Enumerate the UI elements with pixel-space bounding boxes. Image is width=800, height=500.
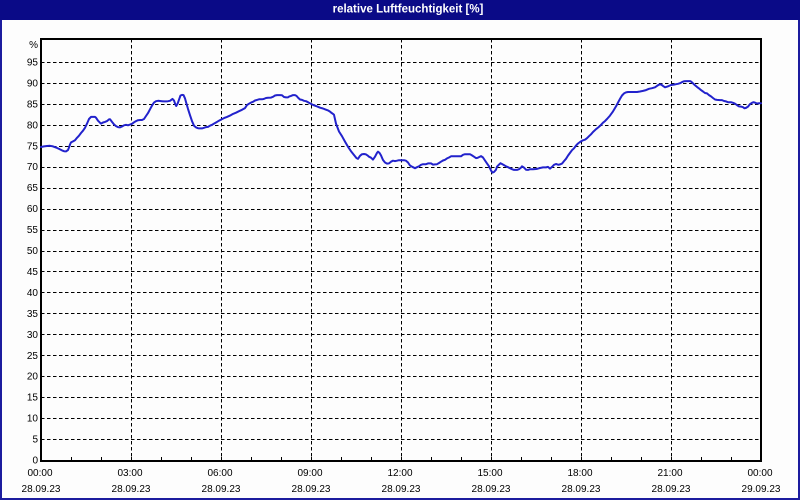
svg-text:28.09.23: 28.09.23 xyxy=(562,484,601,495)
svg-text:0: 0 xyxy=(32,456,38,467)
svg-text:28.09.23: 28.09.23 xyxy=(292,484,331,495)
svg-text:70: 70 xyxy=(27,162,39,173)
svg-text:45: 45 xyxy=(27,267,39,278)
svg-text:relative Luftfeuchtigkeit [%]: relative Luftfeuchtigkeit [%] xyxy=(333,4,484,16)
svg-text:10: 10 xyxy=(27,414,39,425)
svg-text:15:00: 15:00 xyxy=(477,468,502,479)
svg-text:5: 5 xyxy=(32,435,38,446)
svg-text:28.09.23: 28.09.23 xyxy=(22,484,61,495)
svg-text:65: 65 xyxy=(27,183,39,194)
svg-text:60: 60 xyxy=(27,204,39,215)
svg-text:95: 95 xyxy=(27,58,39,69)
svg-text:28.09.23: 28.09.23 xyxy=(652,484,691,495)
svg-text:80: 80 xyxy=(27,120,39,131)
svg-text:25: 25 xyxy=(27,351,39,362)
svg-text:90: 90 xyxy=(27,78,39,89)
svg-text:28.09.23: 28.09.23 xyxy=(472,484,511,495)
svg-text:75: 75 xyxy=(27,141,39,152)
svg-text:00:00: 00:00 xyxy=(27,468,52,479)
svg-text:35: 35 xyxy=(27,309,39,320)
svg-text:00:00: 00:00 xyxy=(747,468,772,479)
svg-text:18:00: 18:00 xyxy=(567,468,592,479)
svg-text:09:00: 09:00 xyxy=(297,468,322,479)
svg-text:50: 50 xyxy=(27,246,39,257)
svg-text:15: 15 xyxy=(27,393,39,404)
svg-text:55: 55 xyxy=(27,225,39,236)
svg-text:85: 85 xyxy=(27,99,39,110)
svg-text:%: % xyxy=(29,40,38,51)
svg-text:28.09.23: 28.09.23 xyxy=(202,484,241,495)
svg-text:20: 20 xyxy=(27,372,39,383)
svg-text:03:00: 03:00 xyxy=(117,468,142,479)
svg-text:29.09.23: 29.09.23 xyxy=(742,484,781,495)
svg-text:21:00: 21:00 xyxy=(657,468,682,479)
svg-text:30: 30 xyxy=(27,330,39,341)
svg-text:40: 40 xyxy=(27,288,39,299)
svg-text:28.09.23: 28.09.23 xyxy=(112,484,151,495)
svg-text:28.09.23: 28.09.23 xyxy=(382,484,421,495)
svg-text:06:00: 06:00 xyxy=(207,468,232,479)
svg-text:12:00: 12:00 xyxy=(387,468,412,479)
